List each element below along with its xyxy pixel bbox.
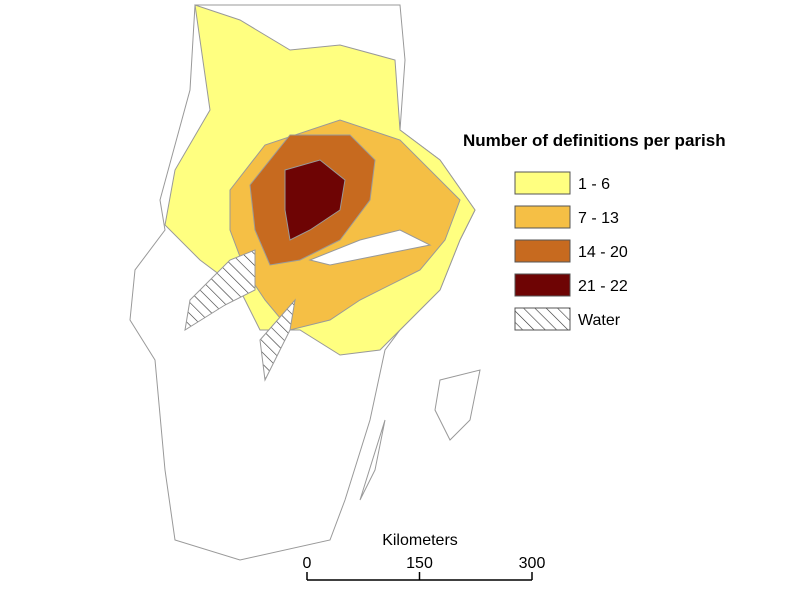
legend-swatch	[514, 205, 571, 229]
scale-tick-label: 0	[303, 555, 312, 572]
legend-label: 14 - 20	[578, 244, 628, 261]
legend-swatch	[514, 307, 571, 331]
scale-title: Kilometers	[382, 532, 458, 549]
scale-tick-label: 300	[519, 555, 546, 572]
lake	[308, 229, 432, 266]
legend-label: 21 - 22	[578, 278, 628, 295]
region-21-22	[284, 159, 346, 241]
island	[359, 419, 386, 501]
scale-bar: 0 150 300	[303, 555, 546, 581]
scale-tick-label: 150	[406, 555, 433, 572]
map-shapes	[129, 4, 481, 561]
legend-title: Number of definitions per parish	[463, 131, 726, 150]
legend: 1 - 6 7 - 13 14 - 20 21 - 22 Water	[514, 171, 628, 331]
legend-swatch	[514, 171, 571, 195]
lake	[259, 298, 296, 382]
legend-swatch	[514, 239, 571, 263]
legend-label: 1 - 6	[578, 176, 610, 193]
legend-swatch	[514, 273, 571, 297]
island	[434, 369, 481, 441]
lake	[184, 249, 256, 332]
legend-label: 7 - 13	[578, 210, 619, 227]
legend-label: Water	[578, 312, 621, 329]
